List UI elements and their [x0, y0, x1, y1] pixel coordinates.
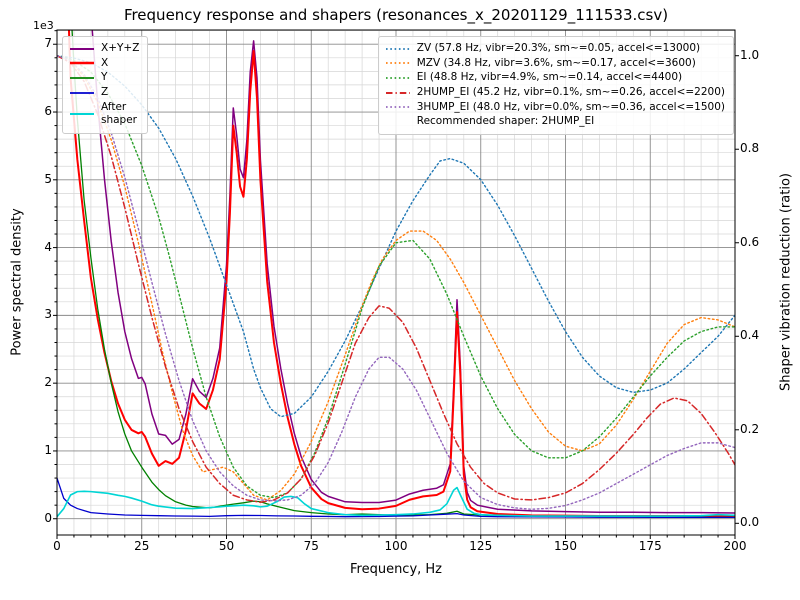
y-right-tick-label: 0.2 — [740, 421, 760, 436]
x-tick-label: 75 — [303, 539, 319, 553]
y-left-tick-label: 4 — [44, 239, 52, 254]
x-tick-label: 150 — [554, 539, 577, 553]
y-right-tick-label: 0.0 — [740, 515, 760, 530]
chart-title: Frequency response and shapers (resonanc… — [123, 6, 669, 24]
legend-line-icon — [385, 77, 410, 79]
legend-psd: X+Y+Z X Y Z After shaper — [62, 36, 149, 134]
x-tick-label: 50 — [218, 539, 235, 553]
legend-label: EI (48.8 Hz, vibr=4.9%, sm~=0.14, accel<… — [416, 71, 683, 84]
legend-label: Z — [101, 85, 109, 98]
legend-item-mzv: MZV (34.8 Hz, vibr=3.6%, sm~=0.17, accel… — [385, 57, 725, 71]
y-left-tick-label: 7 — [44, 36, 52, 51]
y-left-tick-label: 5 — [44, 171, 52, 186]
x-axis-label: Frequency, Hz — [349, 562, 443, 577]
legend-item-zv: ZV (57.8 Hz, vibr=20.3%, sm~=0.05, accel… — [385, 42, 725, 56]
legend-label: X+Y+Z — [101, 42, 140, 54]
y-left-tick-label: 2 — [44, 375, 52, 390]
legend-item-z: Z — [69, 86, 139, 100]
x-tick-label: 25 — [134, 539, 150, 553]
legend-label: After shaper — [101, 100, 138, 127]
legend-item-x-y-z: X+Y+Z — [69, 42, 139, 56]
legend-line-icon — [385, 47, 410, 50]
x-tick-label: 100 — [384, 539, 408, 553]
x-tick-label: 175 — [638, 539, 662, 553]
legend-label: MZV (34.8 Hz, vibr=3.6%, sm~=0.17, accel… — [416, 56, 696, 69]
y-left-tick-label: 6 — [44, 104, 52, 119]
legend-item-ei: EI (48.8 Hz, vibr=4.9%, sm~=0.14, accel<… — [385, 71, 725, 85]
legend-line-icon — [70, 77, 94, 79]
legend-item-after-shaper: After shaper — [69, 101, 139, 128]
x-tick-label: 0 — [53, 539, 61, 553]
y-right-tick-label: 1.0 — [740, 47, 760, 62]
legend-label: 3HUMP_EI (48.0 Hz, vibr=0.0%, sm~=0.36, … — [416, 100, 725, 113]
legend-label: ZV (57.8 Hz, vibr=20.3%, sm~=0.05, accel… — [416, 42, 701, 54]
y-left-tick-label: 0 — [44, 510, 52, 525]
legend-item-3hump-ei: 3HUMP_EI (48.0 Hz, vibr=0.0%, sm~=0.36, … — [385, 101, 725, 115]
y-axis-offset-label: 1e3 — [33, 19, 54, 32]
legend-line-icon — [385, 106, 410, 109]
y-axis-label-left: Power spectral density — [9, 208, 25, 356]
legend-label: 2HUMP_EI (45.2 Hz, vibr=0.1%, sm~=0.26, … — [416, 85, 725, 98]
legend-shapers: ZV (57.8 Hz, vibr=20.3%, sm~=0.05, accel… — [377, 36, 734, 135]
legend-recommended-note: Recommended shaper: 2HUMP_EI — [385, 115, 725, 129]
x-tick-label: 200 — [723, 539, 747, 553]
y-right-tick-label: 0.6 — [740, 234, 760, 249]
legend-line-icon — [70, 62, 94, 65]
legend-line-icon — [70, 91, 94, 94]
recommended-shaper-text: Recommended shaper: 2HUMP_EI — [416, 115, 595, 128]
y-left-tick-label: 1 — [44, 442, 52, 457]
y-right-tick-label: 0.8 — [740, 141, 760, 156]
legend-item-x: X — [69, 57, 139, 71]
legend-label: X — [101, 56, 109, 69]
y-right-tick-label: 0.4 — [740, 328, 760, 343]
y-axis-label-right: Shaper vibration reduction (ratio) — [778, 173, 794, 391]
legend-item-y: Y — [69, 71, 139, 85]
y-left-tick-label: 3 — [44, 307, 52, 322]
legend-item-2hump-ei: 2HUMP_EI (45.2 Hz, vibr=0.1%, sm~=0.26, … — [385, 86, 725, 100]
legend-label: Y — [101, 71, 108, 84]
legend-line-icon — [385, 91, 410, 94]
legend-line-icon — [70, 47, 94, 50]
legend-line-icon — [70, 113, 94, 116]
x-tick-label: 125 — [469, 539, 493, 553]
legend-line-icon — [385, 62, 410, 65]
